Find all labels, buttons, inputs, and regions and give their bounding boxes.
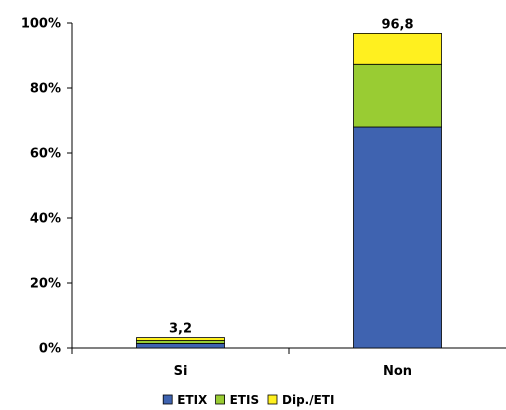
bar-segment-etis-non bbox=[353, 63, 442, 128]
bar-segment-dip-eti-non bbox=[353, 33, 442, 65]
data-labels: 3,2 96,8 bbox=[169, 17, 414, 336]
legend-swatch-etis bbox=[215, 394, 226, 405]
x-tick-label: Non bbox=[383, 364, 412, 379]
total-label: 3,2 bbox=[169, 322, 192, 337]
legend-label: ETIS bbox=[230, 393, 260, 407]
bar-segment-dip-eti-si bbox=[136, 337, 225, 341]
total-label: 96,8 bbox=[381, 17, 413, 32]
legend: ETIX ETIS Dip./ETI bbox=[162, 393, 334, 407]
x-tick-label: Si bbox=[174, 364, 188, 379]
legend-swatch-dip-eti bbox=[267, 394, 278, 405]
legend-swatch-etix bbox=[162, 394, 173, 405]
y-tick-label: 80% bbox=[30, 82, 61, 97]
bar-segment-etix-si bbox=[136, 343, 225, 349]
y-tick-label: 20% bbox=[30, 277, 61, 292]
legend-label: Dip./ETI bbox=[282, 393, 334, 407]
bars bbox=[136, 33, 442, 349]
y-tick-label: 100% bbox=[21, 17, 61, 32]
legend-label: ETIX bbox=[177, 393, 208, 407]
bar-segment-etix-non bbox=[353, 126, 442, 349]
y-tick-label: 0% bbox=[39, 342, 61, 357]
y-tick-label: 60% bbox=[30, 147, 61, 162]
bar-segment-etis-si bbox=[136, 340, 225, 344]
y-tick-label: 40% bbox=[30, 212, 61, 227]
